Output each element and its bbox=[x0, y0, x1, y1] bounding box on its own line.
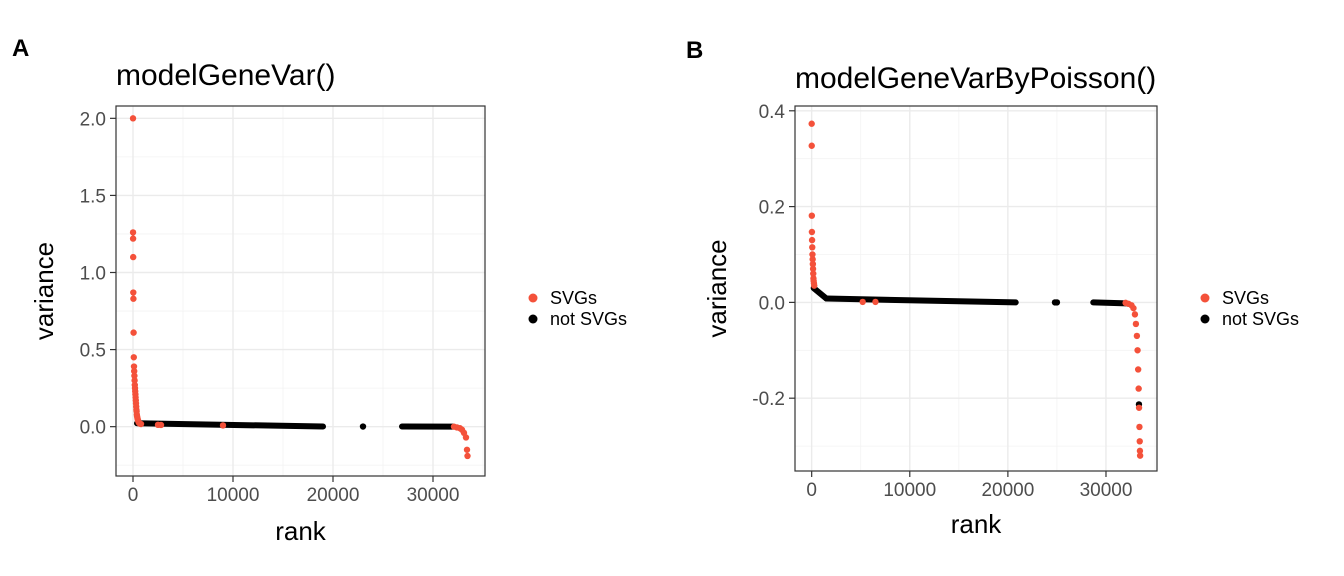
data-point bbox=[130, 253, 137, 261]
legend-label: not SVGs bbox=[1222, 309, 1299, 329]
data-point bbox=[157, 421, 165, 429]
data-point bbox=[1131, 311, 1139, 318]
legend-key-not-svgs bbox=[528, 314, 538, 324]
data-point bbox=[464, 452, 471, 460]
data-point bbox=[808, 228, 816, 236]
panel-letter: B bbox=[686, 37, 703, 64]
y-tick-label: 2.0 bbox=[80, 109, 106, 130]
y-tick-label: 0.2 bbox=[759, 198, 785, 219]
x-tick-label: 0 bbox=[128, 485, 139, 506]
legend-label: not SVGs bbox=[550, 309, 627, 329]
data-point bbox=[131, 372, 138, 379]
data-point bbox=[872, 298, 879, 306]
x-tick-label: 20000 bbox=[307, 485, 360, 506]
panel-border bbox=[794, 105, 1158, 472]
data-point bbox=[131, 367, 138, 375]
y-tick-label: 0.0 bbox=[759, 293, 785, 314]
data-point bbox=[130, 363, 138, 370]
data-point bbox=[219, 422, 227, 429]
data-point bbox=[1135, 404, 1143, 411]
y-axis-title: variance bbox=[29, 242, 59, 340]
series-not-svgs bbox=[810, 285, 1143, 408]
data-point bbox=[1133, 332, 1141, 340]
y-tick-label: -0.2 bbox=[752, 389, 785, 410]
dense-points-band bbox=[134, 420, 326, 430]
legend-key-svgs bbox=[1200, 293, 1210, 303]
y-tick-label: 0.4 bbox=[759, 102, 786, 123]
x-tick-label: 10000 bbox=[883, 480, 936, 501]
x-axis-title: rank bbox=[951, 509, 1003, 539]
dense-points-band bbox=[1090, 299, 1130, 307]
y-tick-label: 0.5 bbox=[80, 341, 106, 362]
legend-key-not-svgs bbox=[1200, 314, 1210, 324]
x-tick-label: 0 bbox=[806, 480, 817, 501]
legend-label: SVGs bbox=[550, 288, 597, 308]
data-point bbox=[809, 244, 816, 251]
panel-letter: A bbox=[12, 35, 29, 62]
data-point bbox=[1136, 447, 1144, 455]
chart-title: modelGeneVar() bbox=[116, 59, 336, 92]
y-tick-label: 1.5 bbox=[80, 186, 106, 207]
data-layer bbox=[808, 120, 1144, 459]
legend-label: SVGs bbox=[1222, 288, 1269, 308]
data-point bbox=[130, 329, 137, 336]
series-not-svgs bbox=[134, 420, 456, 430]
data-point bbox=[463, 446, 471, 453]
data-point bbox=[808, 142, 815, 149]
x-tick-label: 30000 bbox=[407, 485, 460, 506]
series-svgs bbox=[129, 115, 471, 460]
data-point bbox=[131, 377, 138, 384]
y-axis-title: variance bbox=[702, 239, 732, 337]
y-tick-label: 1.0 bbox=[80, 264, 106, 285]
data-point bbox=[1053, 299, 1061, 306]
data-point bbox=[130, 354, 137, 361]
data-point bbox=[137, 420, 145, 428]
dense-points-band bbox=[823, 295, 1019, 306]
panel-border bbox=[115, 105, 486, 477]
data-point bbox=[130, 289, 137, 296]
data-point bbox=[1134, 347, 1141, 354]
data-point bbox=[129, 115, 137, 122]
data-point bbox=[811, 282, 818, 289]
data-point bbox=[1134, 366, 1142, 373]
data-point bbox=[808, 236, 816, 244]
data-point bbox=[1136, 423, 1143, 431]
data-point bbox=[1135, 385, 1142, 392]
plot-background bbox=[116, 106, 485, 476]
x-tick-label: 30000 bbox=[1080, 480, 1133, 501]
data-layer bbox=[129, 115, 471, 460]
data-point bbox=[1130, 304, 1137, 312]
data-point bbox=[808, 212, 816, 219]
data-point bbox=[1132, 320, 1140, 328]
data-point bbox=[809, 260, 817, 268]
data-point bbox=[1136, 452, 1144, 459]
x-tick-label: 20000 bbox=[981, 480, 1034, 501]
x-tick-label: 10000 bbox=[207, 485, 260, 506]
data-point bbox=[809, 265, 817, 273]
data-point bbox=[809, 256, 816, 263]
chart-title: modelGeneVarByPoisson() bbox=[795, 62, 1156, 95]
series-svgs bbox=[808, 120, 1144, 459]
data-point bbox=[130, 295, 137, 302]
data-point bbox=[810, 270, 817, 277]
data-point bbox=[462, 434, 470, 441]
data-point bbox=[808, 120, 815, 127]
data-point bbox=[859, 298, 866, 306]
y-tick-label: 0.0 bbox=[80, 418, 106, 439]
data-point bbox=[129, 229, 137, 236]
data-point bbox=[809, 251, 816, 258]
plot-background bbox=[795, 106, 1157, 471]
x-axis-title: rank bbox=[275, 516, 327, 546]
data-point bbox=[1136, 438, 1143, 445]
legend-key-svgs bbox=[528, 293, 538, 303]
data-point bbox=[129, 235, 137, 242]
data-point bbox=[359, 423, 367, 430]
